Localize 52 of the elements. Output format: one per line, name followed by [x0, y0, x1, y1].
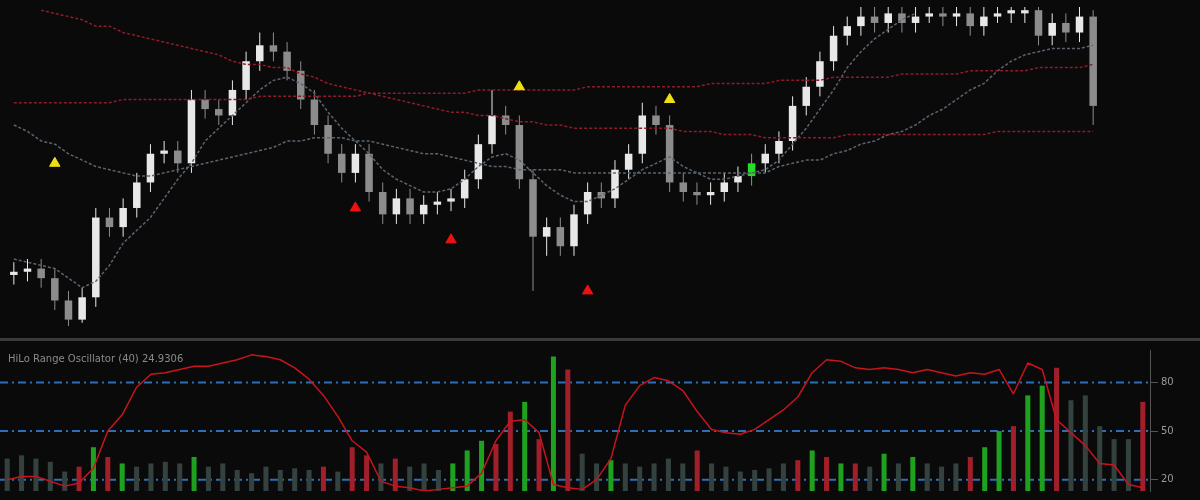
candlestick — [64, 290, 73, 327]
candlestick — [775, 130, 783, 164]
candlestick — [160, 140, 168, 164]
candlestick — [624, 143, 633, 180]
candlestick — [269, 32, 278, 62]
candlestick — [10, 261, 18, 286]
candlestick — [556, 217, 565, 257]
candlestick — [1021, 6, 1029, 24]
candlestick — [1062, 12, 1070, 43]
candlestick — [693, 181, 701, 206]
candlestick — [952, 6, 961, 27]
candlestick — [1048, 12, 1056, 46]
candlestick — [256, 32, 264, 72]
y-tick-label: 80 — [1161, 376, 1174, 388]
candlestick — [980, 6, 988, 37]
candlestick — [78, 287, 86, 324]
candlestick — [215, 99, 223, 126]
point — [49, 156, 61, 167]
candlestick — [51, 268, 59, 311]
candlestick — [939, 6, 947, 27]
point — [581, 284, 594, 295]
candlestick — [1075, 6, 1084, 43]
candlestick — [119, 197, 127, 238]
point — [445, 233, 457, 244]
y-tick-label: 50 — [1161, 424, 1174, 436]
candlestick — [802, 76, 811, 116]
candlestick — [720, 172, 729, 203]
candlestick — [406, 188, 414, 225]
point — [349, 201, 362, 212]
candlestick — [174, 140, 182, 174]
point — [663, 93, 676, 104]
candlestick — [337, 143, 346, 183]
candlestick — [734, 166, 742, 193]
candlestick — [652, 105, 660, 136]
candlestick — [884, 6, 892, 34]
candlestick — [378, 181, 387, 225]
candlestick — [447, 188, 455, 212]
candlestick — [201, 89, 209, 120]
candlestick — [679, 172, 688, 203]
candlestick — [843, 16, 851, 46]
candlestick — [283, 41, 291, 81]
candlestick — [392, 188, 401, 225]
y-tick-label: 20 — [1161, 473, 1174, 485]
candlestick — [966, 6, 974, 37]
point — [513, 80, 526, 91]
candlestick — [460, 169, 469, 209]
candlestick — [542, 217, 551, 257]
candlestick — [37, 258, 45, 289]
candlestick — [898, 6, 906, 34]
candlestick — [857, 6, 865, 37]
chart-title: HiLo Range Oscillator (40) 24.9306 — [8, 352, 184, 364]
candlestick — [351, 143, 360, 183]
